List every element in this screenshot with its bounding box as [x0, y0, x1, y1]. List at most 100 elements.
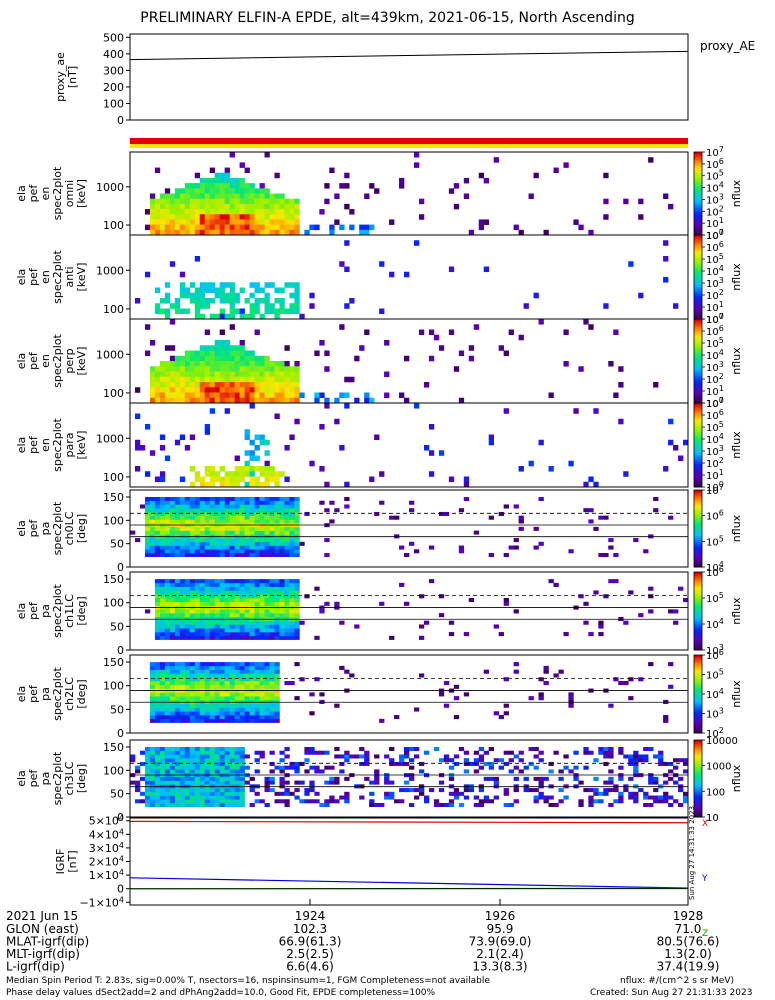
heatmap-cell: [423, 620, 430, 625]
heatmap-cell: [269, 696, 275, 701]
heatmap-cell: [349, 209, 355, 215]
heatmap-cell: [448, 765, 455, 770]
heatmap-cell: [269, 601, 275, 606]
heatmap-cell: [209, 397, 215, 404]
heatmap-cell: [199, 703, 206, 708]
heatmap-cell: [189, 677, 196, 682]
heatmap-cell: [164, 500, 171, 505]
heatmap-cell: [199, 292, 206, 299]
heatmap-cell: [618, 681, 624, 686]
heatmap-cell: [204, 795, 211, 800]
heatmap-cell: [130, 530, 136, 535]
heatmap-cell: [209, 590, 215, 595]
panel-6-ylabel-line: ch1LC: [63, 594, 76, 628]
colorbar-5-segment: [694, 505, 702, 508]
heatmap-cell: [174, 188, 181, 194]
heatmap-cell: [404, 780, 410, 785]
heatmap-cell: [169, 261, 176, 267]
heatmap-cell: [239, 214, 245, 220]
heatmap-cell: [199, 715, 206, 720]
heatmap-cell: [199, 696, 206, 701]
heatmap-cell: [169, 632, 176, 637]
heatmap-cell: [204, 500, 211, 505]
heatmap-cell: [264, 298, 270, 304]
heatmap-cell: [214, 761, 220, 766]
colorbar-5-segment: [694, 549, 702, 553]
colorbar-5-segment: [694, 530, 702, 533]
heatmap-cell: [199, 769, 206, 774]
heatmap-cell: [209, 703, 215, 708]
heatmap-cell: [154, 703, 161, 708]
colorbar-8-segment: [694, 751, 702, 754]
colorbar-2-segment: [694, 289, 702, 293]
heatmap-cell: [229, 193, 235, 199]
heatmap-cell: [239, 541, 245, 546]
heatmap-cell: [189, 203, 196, 210]
heatmap-cell: [249, 530, 255, 535]
heatmap-cell: [349, 224, 355, 231]
heatmap-cell: [179, 769, 186, 774]
heatmap-cell: [259, 684, 265, 689]
heatmap-cell: [224, 497, 230, 502]
heatmap-cell: [219, 684, 225, 689]
panel-1-ylabel-line: en: [39, 187, 52, 201]
heatmap-cell: [189, 609, 196, 614]
colorbar-6-tick-label: 106: [706, 565, 724, 579]
heatmap-cell: [468, 355, 475, 362]
heatmap-cell: [264, 780, 270, 785]
heatmap-cell: [229, 476, 235, 483]
heatmap-cell: [199, 298, 206, 304]
heatmap-cell: [463, 497, 470, 502]
heatmap-cell: [254, 188, 260, 194]
colorbar-2-tick-label: 105: [706, 252, 724, 266]
heatmap-cell: [154, 366, 161, 372]
heatmap-cell: [204, 515, 211, 520]
heatmap-cell: [294, 765, 300, 770]
heatmap-cell: [184, 791, 191, 796]
heatmap-cell: [264, 803, 270, 808]
heatmap-cell: [224, 677, 230, 682]
heatmap-cell: [229, 371, 235, 378]
heatmap-cell: [289, 198, 295, 205]
colorbar-1-tick-label: 100: [706, 228, 724, 242]
heatmap-cell: [209, 632, 215, 637]
heatmap-cell: [159, 594, 166, 599]
heatmap-cell: [179, 553, 186, 558]
heatmap-cell: [179, 681, 186, 686]
heatmap-cell: [443, 681, 450, 686]
heatmap-cell: [149, 545, 156, 550]
heatmap-cell: [493, 758, 499, 763]
heatmap-cell: [204, 761, 211, 766]
heatmap-cell: [623, 788, 629, 793]
heatmap-cell: [254, 628, 260, 633]
heatmap-cell: [249, 350, 255, 357]
heatmap-cell: [184, 366, 191, 372]
heatmap-cell: [389, 780, 395, 785]
heatmap-cell: [174, 209, 181, 215]
heatmap-cell: [274, 500, 280, 505]
colorbar-1-segment: [694, 170, 702, 174]
heatmap-cell: [513, 504, 519, 509]
heatmap-cell: [199, 504, 206, 509]
heatmap-cell: [294, 624, 300, 629]
heatmap-cell: [618, 776, 624, 781]
heatmap-cell: [294, 392, 300, 399]
heatmap-cell: [154, 541, 161, 546]
colorbar-5-segment: [694, 553, 702, 556]
heatmap-cell: [154, 803, 161, 808]
heatmap-cell: [269, 392, 275, 399]
heatmap-6-cells: [144, 579, 689, 640]
heatmap-cell: [159, 750, 166, 755]
heatmap-cell: [448, 329, 455, 336]
heatmap-cell: [234, 530, 240, 535]
panel-1-ylabel-line: omni: [63, 180, 76, 207]
heatmap-cell: [269, 692, 275, 697]
heatmap-cell: [543, 665, 549, 670]
heatmap-cell: [174, 620, 181, 625]
panel-9-ytick-label: 2×104: [89, 855, 124, 869]
heatmap-cell: [668, 769, 674, 774]
heatmap-cell: [269, 715, 275, 720]
heatmap-cell: [154, 303, 161, 309]
heatmap-cell: [568, 692, 574, 697]
heatmap-cell: [229, 308, 235, 315]
